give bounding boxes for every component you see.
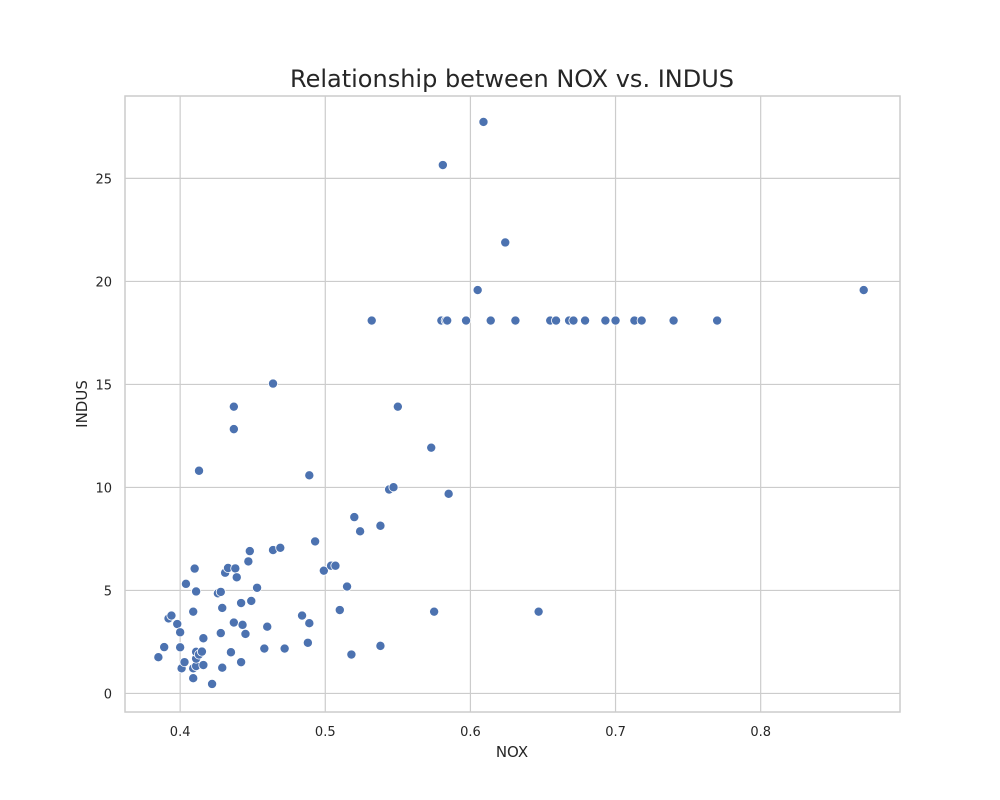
data-point	[196, 646, 207, 657]
y-tick-label: 0	[104, 687, 112, 702]
data-point	[225, 647, 236, 658]
data-point	[304, 470, 315, 481]
data-point	[188, 673, 199, 684]
data-point	[228, 401, 239, 412]
data-point	[429, 606, 440, 617]
data-point	[388, 482, 399, 493]
x-axis-label: NOX	[496, 743, 528, 761]
data-point	[166, 610, 177, 621]
chart-title: Relationship between NOX vs. INDUS	[290, 65, 734, 93]
x-tick-labels: 0.4 0.5 0.6 0.7 0.8	[170, 725, 771, 740]
y-tick-label: 5	[104, 584, 112, 599]
y-tick-label: 10	[95, 481, 112, 496]
data-point	[175, 642, 186, 653]
data-point	[330, 560, 341, 571]
data-point	[180, 578, 191, 589]
data-point	[461, 315, 472, 326]
data-point	[472, 285, 483, 296]
data-point	[636, 315, 647, 326]
data-point	[485, 315, 496, 326]
data-point	[217, 662, 228, 673]
data-point	[437, 160, 448, 171]
data-point	[858, 285, 869, 296]
data-point	[279, 643, 290, 654]
plot-area-frame	[124, 95, 901, 713]
x-tick-label: 0.7	[605, 725, 626, 740]
data-point	[215, 628, 226, 639]
data-point	[510, 315, 521, 326]
data-point	[346, 649, 357, 660]
data-point	[237, 619, 248, 630]
y-tick-label: 15	[95, 378, 112, 393]
data-point	[243, 556, 254, 567]
x-tick-label: 0.5	[315, 725, 336, 740]
data-point	[600, 315, 611, 326]
x-tick-label: 0.6	[460, 725, 481, 740]
data-point	[194, 465, 205, 476]
data-point	[442, 315, 453, 326]
data-point	[275, 542, 286, 553]
x-tick-label: 0.4	[170, 725, 191, 740]
data-point	[334, 605, 345, 616]
data-point	[240, 628, 251, 639]
x-gridlines	[179, 96, 762, 712]
data-point	[198, 633, 209, 644]
data-point	[215, 586, 226, 597]
data-point	[610, 315, 621, 326]
data-point	[153, 652, 164, 663]
y-gridlines	[125, 177, 900, 695]
data-point	[568, 315, 579, 326]
data-point	[259, 643, 270, 654]
data-point	[366, 315, 377, 326]
data-point	[191, 586, 202, 597]
data-point	[551, 315, 562, 326]
data-point	[252, 582, 263, 593]
data-point	[318, 565, 329, 576]
y-tick-labels: 0 5 10 15 20 25	[95, 172, 112, 702]
data-point	[172, 619, 183, 630]
data-point	[478, 116, 489, 127]
data-point	[228, 424, 239, 435]
data-point	[262, 621, 273, 632]
data-point	[304, 618, 315, 629]
data-point	[302, 637, 313, 648]
data-point	[712, 315, 723, 326]
data-point	[246, 595, 257, 606]
data-point	[217, 602, 228, 613]
data-point	[230, 563, 241, 574]
data-point	[268, 378, 279, 389]
data-point	[231, 572, 242, 583]
data-point	[188, 606, 199, 617]
data-point	[236, 598, 247, 609]
data-point	[392, 401, 403, 412]
data-point	[159, 642, 170, 653]
data-point	[349, 512, 360, 523]
data-point	[533, 606, 544, 617]
data-point	[375, 520, 386, 531]
data-point	[244, 546, 255, 557]
data-point	[668, 315, 679, 326]
data-point	[207, 678, 218, 689]
data-point	[355, 526, 366, 537]
data-point	[443, 488, 454, 499]
data-points	[153, 116, 869, 689]
y-tick-label: 20	[95, 275, 112, 290]
data-point	[179, 657, 190, 668]
data-point	[500, 237, 511, 248]
data-point	[375, 640, 386, 651]
data-point	[228, 617, 239, 628]
data-point	[198, 660, 209, 671]
data-point	[297, 610, 308, 621]
y-axis-label: INDUS	[73, 380, 91, 428]
data-point	[342, 581, 353, 592]
y-tick-label: 25	[95, 172, 112, 187]
data-point	[580, 315, 591, 326]
data-point	[236, 657, 247, 668]
x-tick-label: 0.8	[750, 725, 771, 740]
data-point	[175, 627, 186, 638]
data-point	[310, 536, 321, 547]
data-point	[189, 563, 200, 574]
data-point	[426, 442, 437, 453]
